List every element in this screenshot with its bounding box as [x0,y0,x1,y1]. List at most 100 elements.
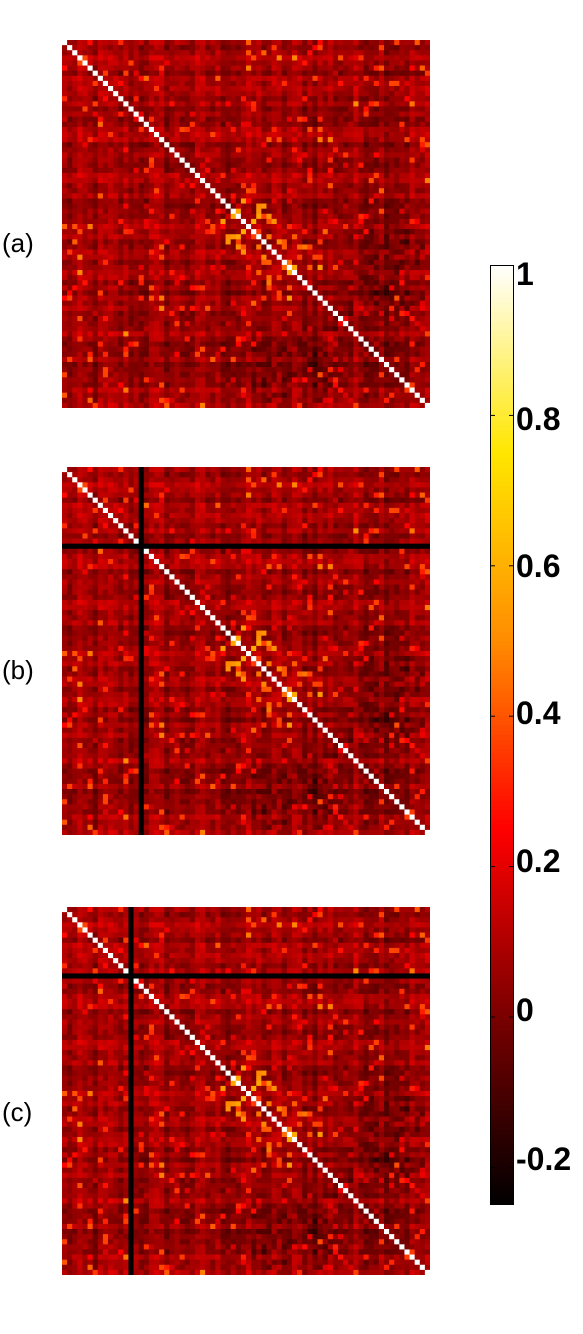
heatmap-cell [251,356,257,363]
heatmap-cell [215,178,221,184]
heatmap-cell [148,264,155,271]
heatmap-cell [332,172,339,179]
heatmap-cell [118,316,124,322]
heatmap-cell [261,275,267,281]
heatmap-cell [62,198,68,204]
heatmap-cell [251,239,257,245]
heatmap-cell [246,75,252,82]
heatmap-cell [368,152,375,158]
heatmap-cell [108,387,114,394]
heatmap-cell [220,367,226,373]
heatmap-cell [97,193,104,199]
heatmap-cell [179,351,186,358]
heatmap-cell [256,65,262,72]
heatmap-cell [286,152,293,158]
heatmap-cell [138,183,145,189]
heatmap-cell [102,316,109,322]
heatmap-cell [261,239,267,245]
heatmap-cell [77,121,83,128]
heatmap-cell [399,331,405,337]
heatmap-cell [133,377,140,383]
heatmap-cell [373,40,380,46]
heatmap-cell [102,372,109,378]
heatmap-cell [97,111,104,118]
heatmap-cell [327,183,334,189]
heatmap-cell [200,45,206,51]
heatmap-cell [338,70,344,77]
heatmap-cell [67,60,73,66]
heatmap-cell [348,172,354,179]
heatmap-cell [256,193,262,199]
heatmap-cell [143,316,150,322]
heatmap-cell [240,91,247,97]
heatmap-cell [414,305,421,312]
heatmap-cell [389,285,395,291]
heatmap-cell [368,157,375,164]
heatmap-cell [266,280,272,286]
heatmap-cell [353,362,359,368]
heatmap-cell [373,147,380,153]
heatmap-cell [82,321,88,327]
heatmap-cell [271,50,278,56]
heatmap-cell [414,167,421,174]
heatmap-cell [292,121,298,128]
heatmap-cell [118,244,124,250]
heatmap-cell [164,326,170,332]
heatmap-cell [154,377,160,383]
heatmap-cell [286,331,293,337]
heatmap-cell [368,132,375,138]
heatmap-cell [210,244,216,250]
heatmap-cell [338,382,344,388]
heatmap-cell [62,254,68,261]
heatmap-cell [266,244,272,250]
heatmap-cell [261,356,267,363]
heatmap-cell [205,290,211,296]
heatmap-cell [343,183,349,189]
heatmap-cell [184,316,191,322]
heatmap-cell [368,249,375,256]
heatmap-cell [87,75,94,82]
heatmap-cell [302,75,308,82]
heatmap-cell [189,203,196,210]
heatmap-cell [286,137,293,143]
heatmap-cell [138,50,145,56]
heatmap-cell [297,346,303,353]
heatmap-cell [82,80,88,87]
heatmap-cell [205,346,211,353]
heatmap-cell [77,234,83,240]
heatmap-cell [97,121,104,128]
heatmap-cell [281,280,288,286]
heatmap-cell [87,372,94,378]
heatmap-cell [184,382,191,388]
heatmap-cell [424,280,430,286]
heatmap-cell [271,372,278,378]
heatmap-cell [184,188,191,194]
heatmap-cell [399,321,405,327]
heatmap-cell [297,362,303,368]
heatmap-cell [200,157,206,164]
heatmap-cell [424,203,430,210]
heatmap-cell [87,270,94,276]
heatmap-cell [102,290,109,296]
heatmap-cell [72,346,78,353]
heatmap-cell [67,213,73,220]
heatmap-cell [394,224,400,230]
heatmap-cell [148,234,155,240]
heatmap-cell [312,239,318,245]
heatmap-cell [358,218,364,225]
heatmap-cell [414,280,421,286]
heatmap-cell [215,387,221,394]
heatmap-cell [113,275,119,281]
heatmap-cell [286,367,293,373]
heatmap-cell [302,86,308,92]
heatmap-cell [174,372,180,378]
heatmap-cell [179,259,186,266]
heatmap-cell [174,218,180,225]
heatmap-cell [77,101,83,107]
heatmap-cell [200,178,206,184]
heatmap-cell [205,106,211,112]
heatmap-cell [312,86,318,92]
heatmap-cell [230,91,237,97]
heatmap-cell [164,372,170,378]
heatmap-cell [384,45,390,51]
